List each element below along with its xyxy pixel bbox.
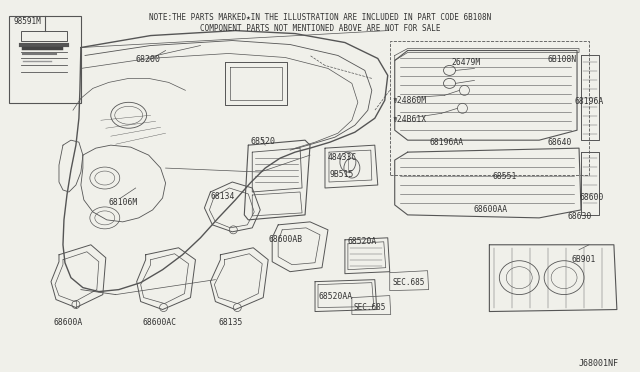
Text: SEC.685: SEC.685 [354,302,387,312]
Text: 68600: 68600 [579,193,604,202]
Text: 68134: 68134 [211,192,235,201]
Text: 68196A: 68196A [574,97,604,106]
Text: 68551: 68551 [492,172,516,181]
Text: 68520: 68520 [250,137,275,146]
Text: 26479M: 26479M [451,58,481,67]
Bar [21,31,67,41]
Text: COMPONENT PARTS NOT MENTIONED ABOVE ARE NOT FOR SALE: COMPONENT PARTS NOT MENTIONED ABOVE ARE … [200,23,440,33]
Text: J68001NF: J68001NF [579,359,619,368]
Text: ☤24B61X: ☤24B61X [393,115,427,124]
Text: 68630: 68630 [567,212,591,221]
Text: 68106M: 68106M [109,198,138,207]
Text: 68200: 68200 [136,55,161,64]
Text: 6B901: 6B901 [571,255,595,264]
Text: 68520A: 68520A [348,237,377,246]
Bar [9,16,81,103]
Text: 68640: 68640 [547,138,572,147]
Text: 68600AA: 68600AA [474,205,508,214]
Text: 68600A: 68600A [53,318,83,327]
Text: 68520AA: 68520AA [318,292,352,301]
Text: NOTE:THE PARTS MARKED★IN THE ILLUSTRATION ARE INCLUDED IN PART CODE 6B108N: NOTE:THE PARTS MARKED★IN THE ILLUSTRATIO… [149,13,491,22]
Text: ☤24860M: ☤24860M [393,95,427,104]
Bar [390,41,589,175]
Text: 98591M: 98591M [13,17,41,26]
Text: 6B108N: 6B108N [547,55,577,64]
Text: SEC.685: SEC.685 [393,278,425,287]
Text: 68600AB: 68600AB [268,235,302,244]
Text: 48433C: 48433C [328,153,357,162]
Text: 9B515: 9B515 [330,170,355,179]
Text: 68196AA: 68196AA [429,138,464,147]
Text: 68135: 68135 [218,318,243,327]
Text: 68600AC: 68600AC [143,318,177,327]
